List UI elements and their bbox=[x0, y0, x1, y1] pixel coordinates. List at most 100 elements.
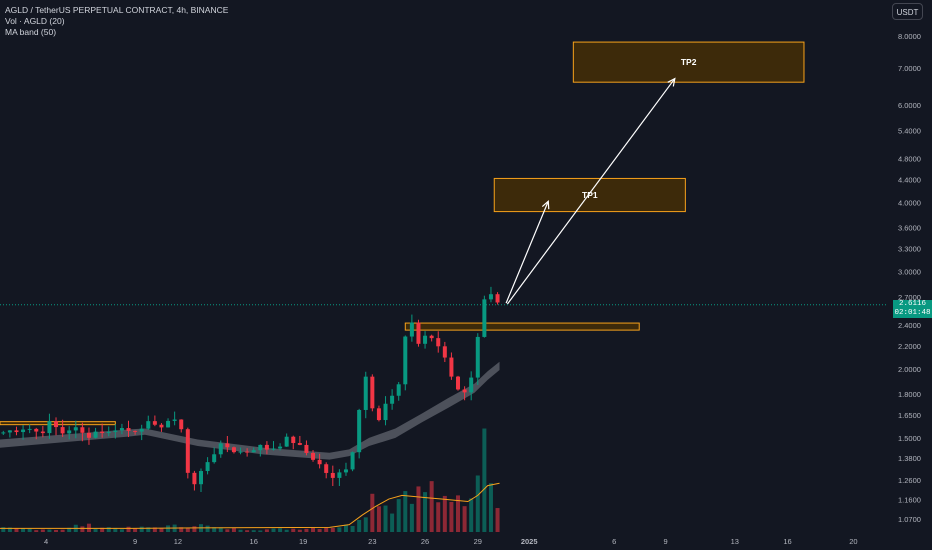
candle-body[interactable] bbox=[291, 436, 296, 444]
volume-bar bbox=[152, 527, 157, 532]
volume-indicator-label[interactable]: Vol · AGLD (20) bbox=[5, 16, 65, 26]
candle-body[interactable] bbox=[469, 377, 474, 393]
candle-body[interactable] bbox=[403, 336, 408, 385]
candle-body[interactable] bbox=[284, 436, 289, 447]
volume-bar bbox=[383, 505, 388, 532]
candle-body[interactable] bbox=[416, 322, 421, 344]
candle-body[interactable] bbox=[462, 389, 467, 393]
zone-tp2[interactable] bbox=[572, 41, 805, 83]
candle-body[interactable] bbox=[456, 376, 461, 390]
candle-body[interactable] bbox=[337, 472, 342, 478]
candle-body[interactable] bbox=[482, 299, 487, 337]
candle-body[interactable] bbox=[100, 431, 105, 433]
zones-layer[interactable]: TP1 TP2 bbox=[0, 41, 805, 426]
candle-body[interactable] bbox=[126, 428, 131, 431]
candle-body[interactable] bbox=[370, 376, 375, 409]
candle-body[interactable] bbox=[390, 395, 395, 404]
candle-body[interactable] bbox=[152, 421, 157, 425]
candle-body[interactable] bbox=[1, 432, 6, 434]
candle-body[interactable] bbox=[429, 335, 434, 339]
candle-body[interactable] bbox=[251, 450, 256, 453]
candle-body[interactable] bbox=[179, 419, 184, 430]
candle-body[interactable] bbox=[330, 472, 335, 478]
candle-body[interactable] bbox=[185, 429, 190, 473]
arrows-layer[interactable] bbox=[505, 77, 676, 305]
candle-body[interactable] bbox=[271, 448, 276, 450]
x-axis[interactable]: 4 9 12 16 19 23 26 29 2025 6 9 13 16 20 bbox=[44, 537, 858, 546]
candle-body[interactable] bbox=[34, 428, 39, 432]
zone-support-breakout[interactable] bbox=[404, 322, 640, 331]
candle-body[interactable] bbox=[86, 432, 91, 438]
candle-body[interactable] bbox=[54, 421, 59, 428]
candles-layer[interactable] bbox=[1, 286, 500, 492]
candle-body[interactable] bbox=[133, 430, 138, 432]
candle-body[interactable] bbox=[159, 424, 164, 428]
candle-body[interactable] bbox=[80, 427, 85, 433]
candle-body[interactable] bbox=[350, 452, 355, 470]
candle-body[interactable] bbox=[212, 454, 217, 463]
volume-bar bbox=[113, 527, 118, 532]
candle-body[interactable] bbox=[166, 420, 171, 428]
candle-body[interactable] bbox=[396, 384, 401, 396]
candle-body[interactable] bbox=[40, 431, 45, 434]
candle-body[interactable] bbox=[93, 431, 98, 438]
candle-body[interactable] bbox=[495, 294, 500, 303]
candle-body[interactable] bbox=[113, 430, 118, 432]
candle-body[interactable] bbox=[14, 430, 19, 433]
candle-body[interactable] bbox=[324, 464, 329, 473]
x-tick-label: 23 bbox=[368, 537, 376, 546]
x-tick-label: 13 bbox=[731, 537, 739, 546]
candle-body[interactable] bbox=[172, 419, 177, 421]
candle-body[interactable] bbox=[47, 421, 52, 434]
candle-body[interactable] bbox=[73, 427, 78, 431]
candle-body[interactable] bbox=[376, 408, 381, 421]
candle-body[interactable] bbox=[449, 357, 454, 377]
volume-bar bbox=[324, 527, 329, 532]
candle-body[interactable] bbox=[488, 294, 493, 300]
candle-body[interactable] bbox=[231, 447, 236, 453]
candle-body[interactable] bbox=[205, 462, 210, 472]
candle-body[interactable] bbox=[278, 446, 283, 449]
ma-band-indicator-label[interactable]: MA band (50) bbox=[5, 27, 57, 37]
y-axis[interactable]: 8.0000 7.0000 6.0000 5.4000 4.8000 4.4000 4.00… bbox=[898, 32, 921, 524]
candle-body[interactable] bbox=[192, 472, 197, 485]
y-tick-label: 1.5000 bbox=[898, 434, 921, 443]
candle-body[interactable] bbox=[357, 409, 362, 453]
candle-body[interactable] bbox=[245, 451, 250, 453]
candle-body[interactable] bbox=[442, 346, 447, 358]
candle-body[interactable] bbox=[423, 335, 428, 344]
candle-body[interactable] bbox=[317, 459, 322, 465]
currency-button[interactable]: USDT bbox=[892, 3, 923, 20]
volume-bar bbox=[245, 530, 250, 532]
candle-body[interactable] bbox=[383, 403, 388, 421]
candle-body[interactable] bbox=[304, 444, 309, 453]
candle-body[interactable] bbox=[60, 427, 65, 434]
candle-body[interactable] bbox=[311, 452, 316, 460]
candle-body[interactable] bbox=[7, 430, 12, 433]
zone-tp1[interactable] bbox=[493, 177, 686, 213]
candle-body[interactable] bbox=[106, 431, 111, 433]
candle-body[interactable] bbox=[436, 338, 441, 347]
candle-body[interactable] bbox=[21, 429, 26, 433]
volume-bar bbox=[409, 503, 414, 532]
candle-body[interactable] bbox=[218, 443, 223, 455]
candle-body[interactable] bbox=[225, 443, 230, 448]
candle-body[interactable] bbox=[119, 428, 124, 431]
candle-body[interactable] bbox=[258, 444, 263, 451]
candle-body[interactable] bbox=[409, 322, 414, 337]
candle-body[interactable] bbox=[475, 336, 480, 378]
symbol-title[interactable]: AGLD / TetherUS PERPETUAL CONTRACT, 4h, … bbox=[5, 5, 229, 15]
candle-body[interactable] bbox=[139, 428, 144, 432]
candle-body[interactable] bbox=[343, 469, 348, 473]
candle-body[interactable] bbox=[146, 421, 151, 429]
candle-body[interactable] bbox=[363, 376, 368, 410]
candle-body[interactable] bbox=[238, 451, 243, 453]
candle-body[interactable] bbox=[264, 444, 269, 450]
candle-body[interactable] bbox=[199, 471, 203, 485]
candle-body[interactable] bbox=[297, 443, 302, 445]
projection-arrow-1[interactable] bbox=[505, 200, 549, 304]
projection-arrow-2[interactable] bbox=[506, 78, 676, 305]
candle-body[interactable] bbox=[67, 430, 72, 434]
candle-body[interactable] bbox=[27, 428, 32, 430]
